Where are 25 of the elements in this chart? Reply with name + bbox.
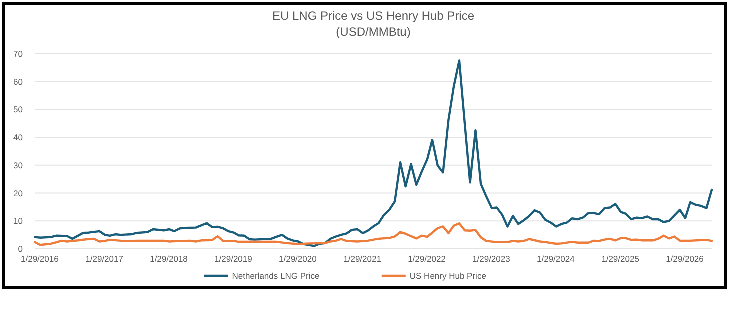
x-tick-label: 1/29/2018 <box>150 254 188 264</box>
y-tick-label: 0 <box>18 244 24 254</box>
x-tick-label: 1/29/2021 <box>344 254 382 264</box>
y-tick-label: 70 <box>14 49 24 59</box>
x-tick-label: 1/29/2022 <box>408 254 446 264</box>
y-tick-label: 20 <box>14 188 24 198</box>
y-tick-label: 50 <box>14 104 24 115</box>
x-tick-label: 1/29/2025 <box>602 254 640 264</box>
y-tick-label: 30 <box>14 160 24 170</box>
legend-label: Netherlands LNG Price <box>232 271 320 281</box>
x-tick-label: 1/29/2020 <box>279 254 318 264</box>
x-tick-label: 1/29/2019 <box>214 254 253 264</box>
chart-subtitle: (USD/MMBtu) <box>336 25 411 39</box>
y-tick-label: 10 <box>14 216 24 226</box>
chart-title: EU LNG Price vs US Henry Hub Price <box>272 9 475 23</box>
y-tick-label: 60 <box>14 76 24 87</box>
legend-label: US Henry Hub Price <box>410 271 487 281</box>
x-tick-label: 1/29/2017 <box>86 254 124 264</box>
x-tick-label: 1/29/2026 <box>666 254 704 264</box>
y-tick-label: 40 <box>14 132 24 143</box>
x-tick-label: 1/29/2024 <box>536 254 576 264</box>
x-tick-label: 1/29/2016 <box>21 254 60 264</box>
line-series <box>34 222 714 246</box>
x-tick-label: 1/29/2023 <box>472 254 511 264</box>
line-series <box>34 60 714 248</box>
